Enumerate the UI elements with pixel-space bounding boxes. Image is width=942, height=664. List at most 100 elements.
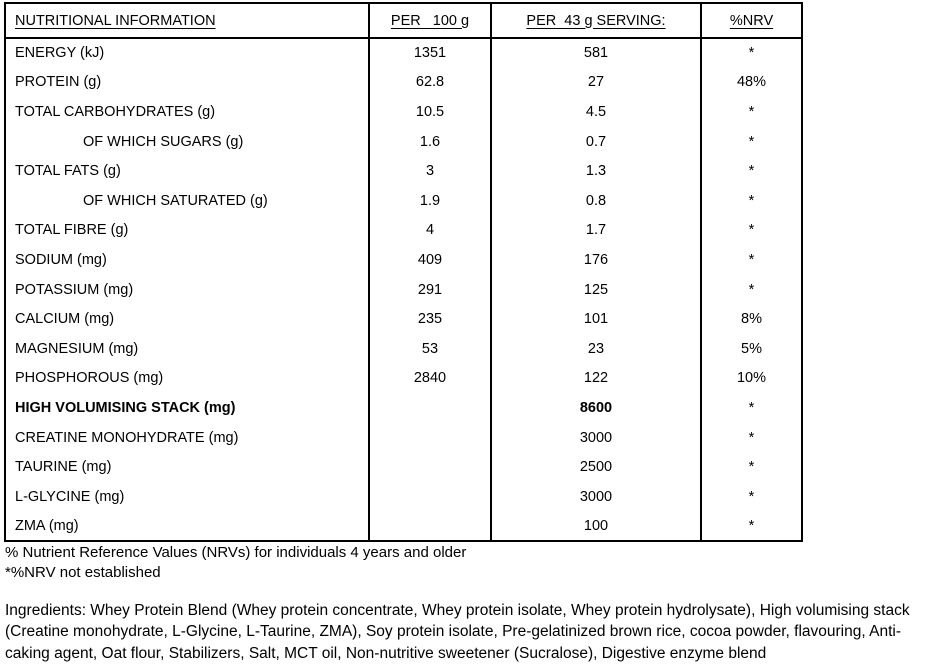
row-label: TOTAL FIBRE (g) (15, 222, 129, 239)
nrv-value: 8% (700, 304, 802, 334)
per-serving-value: 1.3 (490, 156, 701, 186)
footnote-nrv-not-established: *%NRV not established (5, 564, 161, 581)
row-label: ENERGY (kJ) (15, 45, 105, 62)
ingredients-paragraph: Ingredients: Whey Protein Blend (Whey pr… (5, 602, 910, 662)
row-label: OF WHICH SATURATED (g) (83, 192, 268, 209)
row-label: CALCIUM (mg) (15, 311, 115, 328)
nrv-value: * (700, 422, 802, 453)
per-100g-value: 62.8 (368, 67, 491, 98)
nrv-value: * (700, 38, 802, 68)
per-100g-value: 3 (368, 156, 491, 186)
per-serving-value: 125 (490, 274, 701, 305)
row-label: TAURINE (mg) (15, 459, 112, 476)
per-serving-value: 1.7 (490, 215, 701, 246)
nrv-value: * (700, 452, 802, 482)
per-100g-value: 4 (368, 215, 491, 246)
nrv-value: * (700, 511, 802, 542)
per-100g-value (368, 511, 491, 542)
table-row-zma: ZMA (mg) 100 * (5, 511, 802, 542)
table-row-protein: PROTEIN (g) 62.8 27 48% (5, 67, 802, 98)
header-per-100g-text: PER 100 g (390, 12, 470, 29)
nrv-value: * (700, 245, 802, 275)
row-label: PROTEIN (g) (15, 74, 102, 91)
table-row-calcium: CALCIUM (mg) 235 101 8% (5, 304, 802, 334)
table-row-potassium: POTASSIUM (mg) 291 125 * (5, 274, 802, 305)
nutrition-table: NUTRITIONAL INFORMATION PER 100 g PER 43… (4, 2, 803, 543)
nrv-value: * (700, 274, 802, 305)
row-label: PHOSPHOROUS (mg) (15, 370, 164, 387)
per-100g-value: 10.5 (368, 97, 491, 127)
nrv-value: * (700, 126, 802, 157)
row-label: SODIUM (mg) (15, 251, 107, 268)
table-header-row: NUTRITIONAL INFORMATION PER 100 g PER 43… (5, 3, 802, 39)
per-serving-value: 23 (490, 333, 701, 364)
row-label: POTASSIUM (mg) (15, 281, 134, 298)
table-row-phosphorous: PHOSPHOROUS (mg) 2840 122 10% (5, 363, 802, 394)
per-serving-value: 0.7 (490, 126, 701, 157)
per-serving-value: 3000 (490, 422, 701, 453)
header-per-serving-text: PER 43 g SERVING: (526, 12, 666, 29)
per-100g-value (368, 481, 491, 512)
header-nrv: %NRV (700, 3, 802, 39)
per-100g-value: 2840 (368, 363, 491, 394)
table-row-energy: ENERGY (kJ) 1351 581 * (5, 38, 802, 68)
header-nrv-text: %NRV (729, 12, 774, 29)
table-row-magnesium: MAGNESIUM (mg) 53 23 5% (5, 333, 802, 364)
row-label: ZMA (mg) (15, 517, 79, 534)
per-serving-value: 3000 (490, 481, 701, 512)
header-nutritional-information: NUTRITIONAL INFORMATION (5, 3, 369, 39)
row-label: OF WHICH SUGARS (g) (83, 133, 244, 150)
row-label: L-GLYCINE (mg) (15, 488, 125, 505)
per-serving-value: 100 (490, 511, 701, 542)
table-row-sodium: SODIUM (mg) 409 176 * (5, 245, 802, 275)
nrv-value: * (700, 481, 802, 512)
nrv-value: 5% (700, 333, 802, 364)
per-serving-value: 581 (490, 38, 701, 68)
per-100g-value: 409 (368, 245, 491, 275)
per-100g-value: 1.6 (368, 126, 491, 157)
per-serving-value: 27 (490, 67, 701, 98)
nrv-value: * (700, 215, 802, 246)
row-label: TOTAL CARBOHYDRATES (g) (15, 103, 216, 120)
row-label: MAGNESIUM (mg) (15, 340, 139, 357)
per-100g-value (368, 452, 491, 482)
table-row-of-which-sugars: OF WHICH SUGARS (g) 1.6 0.7 * (5, 126, 802, 157)
table-row-total-fibre: TOTAL FIBRE (g) 4 1.7 * (5, 215, 802, 246)
nrv-value: * (700, 393, 802, 423)
table-row-of-which-saturated: OF WHICH SATURATED (g) 1.9 0.8 * (5, 185, 802, 216)
nrv-value: 48% (700, 67, 802, 98)
per-100g-value: 291 (368, 274, 491, 305)
per-100g-value (368, 422, 491, 453)
header-per-serving: PER 43 g SERVING: (490, 3, 701, 39)
per-100g-value: 235 (368, 304, 491, 334)
per-serving-value: 0.8 (490, 185, 701, 216)
per-serving-value: 122 (490, 363, 701, 394)
table-row-high-volumising-stack: HIGH VOLUMISING STACK (mg) 8600 * (5, 393, 802, 423)
per-100g-value (368, 393, 491, 423)
table-row-creatine-monohydrate: CREATINE MONOHYDRATE (mg) 3000 * (5, 422, 802, 453)
per-100g-value: 1.9 (368, 185, 491, 216)
per-100g-value: 53 (368, 333, 491, 364)
per-serving-value: 8600 (490, 393, 701, 423)
table-row-total-fats: TOTAL FATS (g) 3 1.3 * (5, 156, 802, 186)
nrv-value: * (700, 185, 802, 216)
per-serving-value: 101 (490, 304, 701, 334)
per-serving-value: 2500 (490, 452, 701, 482)
nrv-value: * (700, 97, 802, 127)
per-serving-value: 4.5 (490, 97, 701, 127)
table-row-l-glycine: L-GLYCINE (mg) 3000 * (5, 481, 802, 512)
per-serving-value: 176 (490, 245, 701, 275)
table-row-total-carbohydrates: TOTAL CARBOHYDRATES (g) 10.5 4.5 * (5, 97, 802, 127)
header-nutritional-information-text: NUTRITIONAL INFORMATION (15, 12, 216, 29)
header-per-100g: PER 100 g (368, 3, 491, 39)
row-label: HIGH VOLUMISING STACK (mg) (15, 399, 236, 416)
row-label: TOTAL FATS (g) (15, 163, 121, 180)
nrv-value: 10% (700, 363, 802, 394)
nrv-value: * (700, 156, 802, 186)
footnote-nrv-definition: % Nutrient Reference Values (NRVs) for i… (5, 544, 467, 561)
table-row-taurine: TAURINE (mg) 2500 * (5, 452, 802, 482)
footnotes: % Nutrient Reference Values (NRVs) for i… (5, 543, 466, 583)
row-label: CREATINE MONOHYDRATE (mg) (15, 429, 239, 446)
per-100g-value: 1351 (368, 38, 491, 68)
